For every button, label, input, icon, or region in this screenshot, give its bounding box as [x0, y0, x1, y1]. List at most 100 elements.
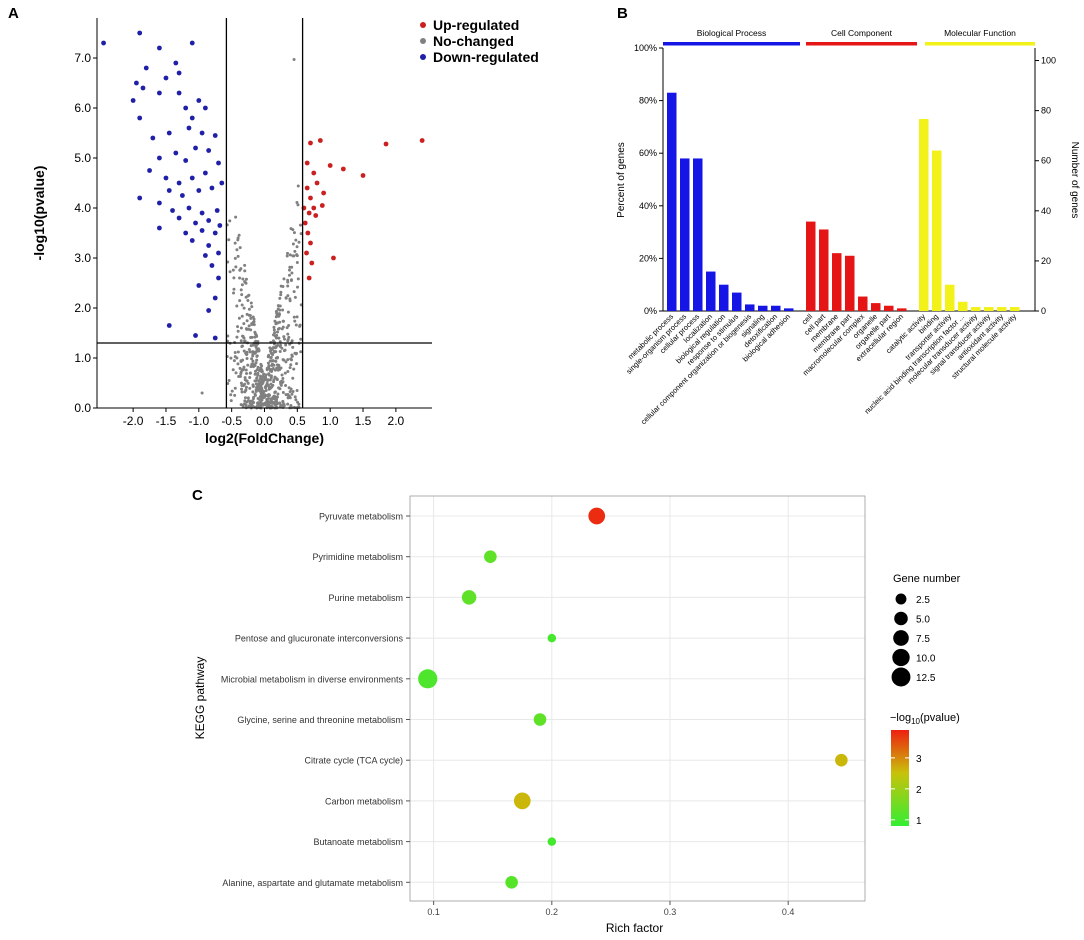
bar: [897, 308, 907, 311]
no-changed-point: [240, 344, 244, 348]
no-changed-point: [277, 304, 281, 308]
no-changed-point: [266, 403, 270, 407]
no-changed-point: [229, 399, 233, 403]
x-tick-label: 1.5: [355, 414, 372, 428]
down-regulated-point: [137, 30, 143, 36]
no-changed-point: [266, 361, 270, 365]
no-changed-point: [254, 382, 258, 386]
no-changed-point: [273, 368, 277, 372]
no-changed-point: [296, 184, 300, 188]
size-legend-label: 5.0: [916, 615, 930, 626]
down-regulated-point: [219, 180, 225, 186]
no-changed-point: [235, 248, 239, 252]
down-regulated-point: [189, 238, 195, 243]
no-changed-point: [248, 350, 252, 354]
no-changed-point: [274, 344, 278, 348]
bar: [932, 150, 942, 311]
no-changed-point: [240, 384, 244, 388]
no-changed-point: [245, 350, 249, 354]
pathway-bubble: [484, 550, 497, 563]
no-changed-point: [233, 351, 237, 355]
no-changed-point: [266, 378, 270, 382]
up-regulated-point: [383, 141, 389, 147]
no-changed-point: [270, 362, 274, 366]
no-changed-point: [274, 356, 278, 360]
no-changed-point: [292, 290, 296, 294]
pathway-bubble: [533, 713, 547, 726]
no-changed-point: [240, 368, 244, 372]
no-changed-point: [290, 271, 294, 275]
no-changed-point: [285, 254, 289, 258]
no-changed-point: [251, 320, 255, 324]
down-regulated-point: [199, 130, 205, 136]
no-changed-point: [281, 376, 285, 380]
pathway-bubble: [513, 792, 531, 810]
down-regulated-point: [202, 170, 208, 176]
no-changed-point: [286, 251, 290, 255]
panel-label-a: A: [8, 5, 19, 22]
no-changed-point: [268, 359, 272, 363]
no-changed-point: [236, 236, 240, 240]
bar: [758, 305, 768, 311]
no-changed-point: [235, 335, 239, 339]
no-changed-point: [281, 358, 285, 362]
no-changed-point: [269, 376, 273, 380]
no-changed-point: [262, 372, 266, 376]
up-regulated-point: [305, 230, 311, 236]
no-changed-point: [296, 277, 300, 281]
no-changed-point: [258, 381, 262, 385]
no-changed-point: [299, 350, 303, 354]
no-changed-point: [238, 366, 242, 370]
no-changed-point: [272, 349, 276, 353]
up-regulated-point: [321, 190, 327, 196]
y-axis-title-left: Percent of genes: [616, 142, 627, 218]
no-changed-point: [243, 396, 247, 400]
bar: [732, 292, 742, 311]
x-tick-label: -1.0: [188, 414, 209, 428]
no-changed-point: [247, 324, 251, 328]
down-regulated-point: [199, 228, 205, 233]
down-regulated-point: [206, 308, 212, 313]
no-changed-point: [277, 314, 281, 318]
down-regulated-point: [216, 160, 221, 166]
no-changed-point: [280, 373, 284, 377]
no-changed-point: [287, 386, 291, 390]
down-regulated-point: [189, 115, 195, 121]
no-changed-point: [259, 376, 263, 380]
no-changed-point: [299, 337, 303, 341]
up-regulated-point: [314, 180, 320, 186]
no-changed-point: [284, 360, 288, 364]
no-changed-point: [286, 396, 290, 400]
no-changed-point: [279, 383, 283, 387]
group-header-label: Cell Component: [831, 28, 893, 38]
down-regulated-point: [217, 223, 223, 228]
no-changed-point: [289, 278, 293, 282]
no-changed-point: [253, 369, 257, 373]
plot-frame: [409, 495, 866, 902]
group-header-label: Biological Process: [697, 28, 766, 38]
bar: [919, 119, 929, 311]
no-changed-point: [269, 382, 273, 386]
up-regulated-point: [306, 275, 312, 281]
bar: [693, 158, 703, 311]
down-regulated-point: [179, 193, 185, 198]
group-header-bar: [806, 42, 917, 46]
no-changed-point: [245, 372, 249, 376]
no-changed-point: [228, 219, 232, 223]
down-regulated-point: [212, 133, 218, 138]
down-regulated-point: [212, 335, 218, 341]
pathway-bubble: [461, 590, 477, 605]
no-changed-point: [240, 390, 244, 394]
y-tick-label: 7.0: [74, 51, 91, 65]
up-regulated-point: [360, 173, 366, 178]
x-tick-label: 0.0: [256, 414, 273, 428]
y-tick-label: 6.0: [74, 101, 91, 115]
no-changed-point: [232, 276, 236, 280]
pathway-label: Citrate cycle (TCA cycle): [304, 756, 403, 766]
no-changed-point: [297, 405, 301, 409]
no-changed-point: [236, 362, 240, 366]
no-changed-point: [254, 361, 258, 365]
no-changed-point: [284, 296, 288, 300]
pathway-bubble: [505, 876, 518, 889]
no-changed-point: [272, 328, 276, 332]
